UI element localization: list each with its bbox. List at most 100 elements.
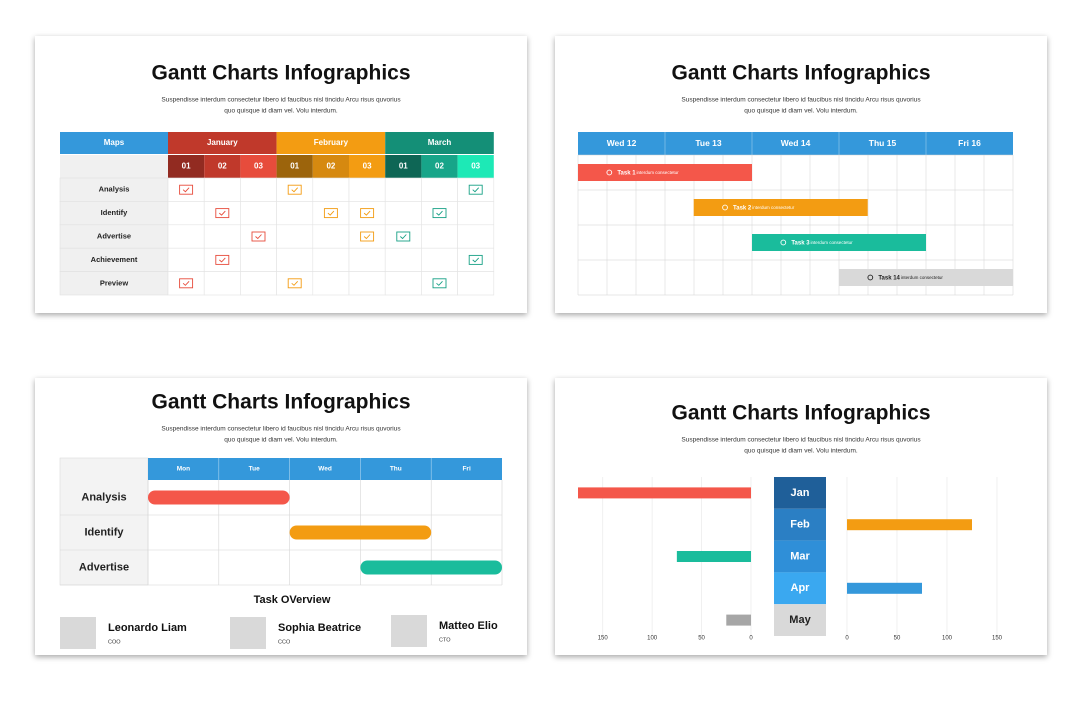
cell [384,271,422,296]
task-icon [780,239,787,246]
check-box [360,208,375,219]
slide: Gantt Charts Infographics Suspendisse int… [35,378,527,655]
day-header [276,155,313,178]
check-box [360,231,375,242]
day-label: Tue 13 [695,138,722,148]
check-mark [219,210,226,216]
category-box [774,540,826,573]
schedule-header [148,458,502,480]
day-label: 02 [435,162,444,171]
row-label: Analysis [81,491,126,503]
cell [312,224,350,249]
gantt-header [578,132,1013,155]
check-mark [472,187,480,193]
slide-title: Gantt Charts Infographics [671,62,930,85]
day-header [457,155,494,178]
row-label: Identify [84,526,124,538]
check-mark [291,187,299,193]
x-tick-label: 100 [647,636,658,642]
month-label: January [207,138,238,147]
cell [384,201,422,226]
bar [726,614,751,626]
day-label: Wed 14 [781,138,811,148]
task-icon [722,204,728,211]
bar [676,551,751,562]
cell [348,177,386,202]
month-label: February [314,138,349,147]
category-label: Mar [790,550,810,562]
cell [312,201,350,226]
cell [167,224,205,249]
task-bar [752,234,926,251]
slide-subtitle: quo quisque id diam vel. Volu interdum. [224,437,338,444]
cell [348,271,386,296]
slide: Gantt Charts Infographics Suspendisse int… [555,36,1047,313]
overview-title: Task OVerview [254,594,331,606]
day-label: Mon [177,466,190,473]
task-icon [606,169,613,176]
x-tick-label: 50 [894,636,901,642]
cell [276,177,314,202]
cell [167,201,205,226]
day-label: 02 [218,162,227,171]
category-label: Feb [790,519,810,531]
day-header [204,155,241,178]
cell [457,177,495,202]
task-bar [578,164,752,181]
slide-title: Gantt Charts Infographics [151,62,410,85]
row-label: Achievement [91,255,138,264]
cell [203,224,241,249]
cell [384,247,422,272]
check-box [251,231,266,242]
day-label: 03 [254,162,263,171]
check-mark [400,234,407,240]
check-box [215,254,230,265]
check-mark [291,280,299,286]
row-label: Identify [101,208,128,217]
cell [457,271,495,296]
day-label: 03 [363,162,372,171]
bar [847,519,972,531]
cell [203,177,241,202]
person-role: CTO [439,637,451,643]
check-box [179,278,194,289]
slide-title: Gantt Charts Infographics [151,391,410,414]
table-corner-label: Maps [104,138,125,147]
day-header [168,155,205,178]
cell [240,201,277,226]
day-header [312,155,349,178]
person-name: Leonardo Liam [108,622,187,634]
cell [421,177,458,202]
cell [457,224,495,249]
check-box [215,208,230,219]
task-note: interdum consectetur [637,170,680,175]
slide-subtitle: Suspendisse interdum consectetur libero … [681,97,921,104]
avatar [60,617,96,649]
day-label: 01 [290,162,299,171]
cell [384,224,422,249]
bar [578,487,751,499]
check-mark [182,280,190,286]
task-bar [360,560,502,575]
cell [421,201,458,226]
x-tick-label: 0 [749,636,753,642]
slide: Gantt Charts Infographics Suspendisse int… [555,378,1047,655]
category-label: May [789,614,811,626]
x-tick-label: 150 [598,636,609,642]
slide-title: Gantt Charts Infographics [671,402,930,425]
task-bar [289,525,432,540]
task-name: Task 14 [878,275,900,281]
category-box [774,604,826,636]
slide-subtitle: Suspendisse interdum consectetur libero … [161,426,401,433]
task-name: Task 1 [617,170,636,176]
cell [421,247,458,272]
person-name: Matteo Elio [439,620,498,632]
month-header [168,132,277,154]
day-label: 03 [471,162,480,171]
check-box [396,231,411,242]
check-box [287,184,302,195]
day-header [349,155,386,178]
day-label: Tue [249,466,260,473]
row-label: Advertise [97,231,131,240]
